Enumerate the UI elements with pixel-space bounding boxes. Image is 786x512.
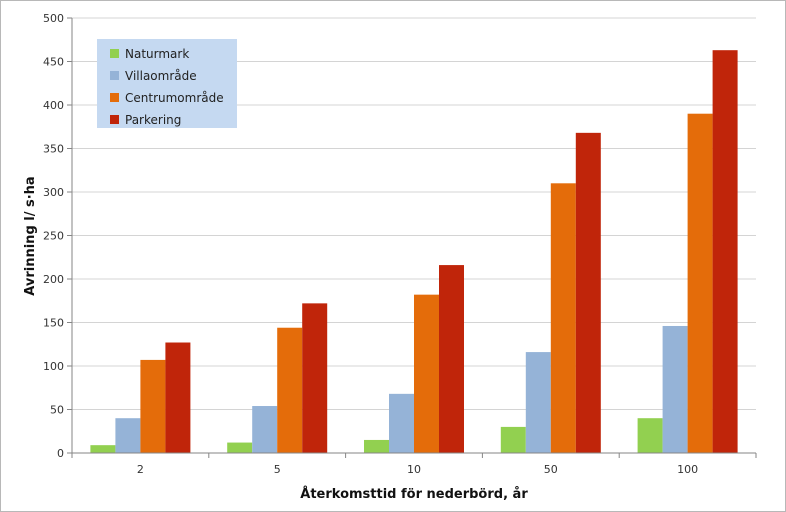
y-tick-label: 450: [43, 56, 64, 69]
y-tick-label: 500: [43, 12, 64, 25]
legend-swatch: [110, 71, 119, 80]
legend-box: [97, 39, 237, 128]
legend-swatch: [110, 49, 119, 58]
x-tick-label: 2: [137, 463, 144, 476]
x-tick-label: 50: [544, 463, 558, 476]
y-tick-label: 400: [43, 99, 64, 112]
bar-naturmark: [637, 418, 663, 453]
y-tick-label: 0: [57, 447, 64, 460]
bar-naturmark: [227, 442, 253, 453]
bar-villaområde: [662, 325, 688, 453]
y-axis-title: Avrinning l/ s·ha: [23, 176, 38, 295]
legend-label: Parkering: [125, 113, 181, 127]
bar-villaområde: [389, 393, 414, 453]
x-tick-label: 5: [274, 463, 281, 476]
bar-parkering: [302, 303, 328, 453]
y-tick-label: 150: [43, 317, 64, 330]
bar-parkering: [439, 265, 464, 453]
legend-label: Centrumområde: [125, 91, 224, 105]
bar-centrumområde: [414, 294, 439, 453]
y-tick-label: 50: [50, 404, 64, 417]
legend-label: Naturmark: [125, 47, 189, 61]
x-tick-labels: 2 5 10 50 100: [137, 463, 698, 476]
y-tick-label: 250: [43, 230, 64, 243]
bar-parkering: [165, 342, 191, 453]
axes: [71, 18, 757, 458]
bar-naturmark: [500, 426, 526, 453]
bars: [90, 50, 738, 454]
x-axis-title: Återkomsttid för nederbörd, år: [300, 486, 528, 502]
bar-villaområde: [525, 352, 551, 453]
bar-centrumområde: [550, 183, 576, 454]
legend-swatch: [110, 115, 119, 124]
legend-swatch: [110, 93, 119, 102]
bar-villaområde: [252, 406, 278, 453]
y-tick-label: 200: [43, 273, 64, 286]
bar-parkering: [575, 132, 601, 453]
bar-centrumområde: [277, 327, 303, 453]
y-tick-label: 300: [43, 186, 64, 199]
bar-villaområde: [115, 418, 141, 453]
legend-label: Villaområde: [125, 69, 197, 83]
x-tick-label: 10: [407, 463, 421, 476]
y-tick-labels: 0 50 100 150 200 250 300 350 400 450 500: [43, 12, 64, 460]
bar-centrumområde: [687, 113, 713, 453]
bar-naturmark: [90, 445, 116, 453]
y-tick-label: 100: [43, 360, 64, 373]
bar-naturmark: [364, 439, 389, 453]
bar-parkering: [712, 50, 738, 453]
y-tick-label: 350: [43, 143, 64, 156]
x-tick-label: 100: [677, 463, 698, 476]
legend: Naturmark Villaområde Centrumområde Parkeri…: [97, 39, 237, 128]
bar-centrumområde: [140, 359, 166, 453]
